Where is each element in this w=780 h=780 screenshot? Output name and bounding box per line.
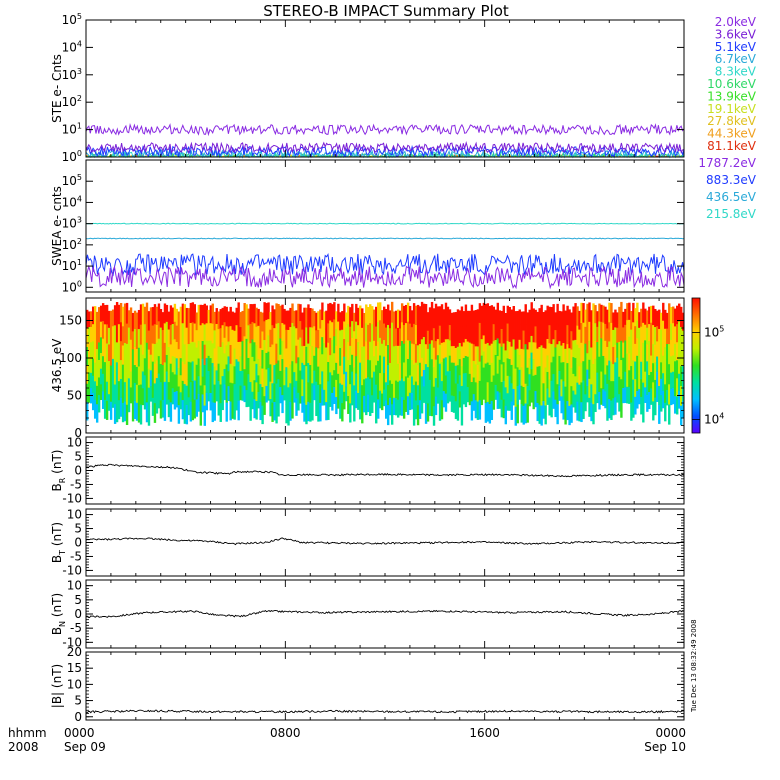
panel-frame xyxy=(85,508,685,577)
y-tick-label: 100 xyxy=(59,351,82,365)
y-tick-label: 104 xyxy=(62,39,82,54)
series-line-br xyxy=(85,463,685,478)
y-tick-label: -5 xyxy=(70,477,82,491)
y-tick-label: -10 xyxy=(62,635,82,649)
timestamp: Tue Dec 13 08:32:49 2008 xyxy=(690,619,698,713)
y-tick-label: 100 xyxy=(62,149,82,164)
x-tick-label: 1600 xyxy=(469,726,500,740)
y-tick-label: 0 xyxy=(74,536,82,550)
y-tick-label: 10 xyxy=(67,677,82,691)
y-tick-label: 5 xyxy=(74,694,82,708)
y-axis-label: BR (nT) xyxy=(50,450,67,492)
series-line-436.5eV xyxy=(85,237,685,240)
y-tick-label: 15 xyxy=(67,661,82,675)
legend-entry: 81.1keV xyxy=(707,139,757,153)
series-line-bmag xyxy=(85,709,685,714)
y-tick-label: 0 xyxy=(74,607,82,621)
panel-frame xyxy=(85,19,685,158)
panel-frame xyxy=(85,436,685,505)
colorbar-tick-label: 105 xyxy=(704,325,724,340)
plot-title: STEREO-B IMPACT Summary Plot xyxy=(263,2,509,20)
legend-entry: 10.6keV xyxy=(707,77,757,91)
legend-entry: 436.5eV xyxy=(706,190,757,204)
colorbar: 104 105 xyxy=(691,297,724,434)
legend-entry: 883.3eV xyxy=(706,173,757,187)
x-axis-label-bottom: 2008 xyxy=(8,740,39,754)
y-axis-label: |B| (nT) xyxy=(50,664,64,708)
panel-frame xyxy=(85,651,685,721)
legend-entry: 8.3keV xyxy=(715,65,757,79)
y-tick-label: 50 xyxy=(67,389,82,403)
y-tick-label: 20 xyxy=(67,645,82,659)
y-axis-label: BT (nT) xyxy=(50,522,67,563)
y-tick-label: 10 xyxy=(67,436,82,450)
y-tick-label: 101 xyxy=(62,122,82,137)
y-tick-label: 102 xyxy=(62,94,82,109)
y-tick-label: 5 xyxy=(74,593,82,607)
y-axis-label: SWEA e- cnts xyxy=(50,186,64,266)
series-line-215.8eV xyxy=(85,222,685,225)
y-tick-label: 103 xyxy=(62,216,82,231)
colorbar-tick-label: 104 xyxy=(704,412,724,427)
x-tick-label: 0800 xyxy=(270,726,301,740)
x-tick-date: Sep 09 xyxy=(64,740,106,754)
y-tick-label: 10 xyxy=(67,508,82,522)
y-tick-label: 0 xyxy=(74,426,82,440)
x-tick-label: 0000 xyxy=(64,726,95,740)
y-axis-label: 436.5 eV xyxy=(50,338,64,393)
y-tick-label: -10 xyxy=(62,563,82,577)
y-tick-label: 104 xyxy=(62,194,82,209)
legend-entry: 27.8keV xyxy=(707,114,757,128)
x-tick-label: 0000 xyxy=(655,726,686,740)
series-line-bn xyxy=(85,609,685,618)
series-line-2.0keV xyxy=(85,122,685,137)
y-tick-label: 102 xyxy=(62,237,82,252)
legend: 2.0keV3.6keV5.1keV6.7keV8.3keV10.6keV13.… xyxy=(698,15,756,221)
y-tick-label: 101 xyxy=(62,258,82,273)
panel-ste: 100 101 102 103 104 105 STE e- Cnts xyxy=(50,12,685,164)
series-line-bt xyxy=(85,537,685,546)
y-axis-label: STE e- Cnts xyxy=(50,54,64,123)
y-tick-label: 0 xyxy=(74,710,82,724)
y-tick-label: -5 xyxy=(70,549,82,563)
y-tick-label: 100 xyxy=(62,279,82,294)
y-tick-label: 10 xyxy=(67,579,82,593)
y-tick-label: 105 xyxy=(62,12,82,27)
y-tick-label: 150 xyxy=(59,314,82,328)
y-tick-label: 5 xyxy=(74,522,82,536)
heatmap-cells xyxy=(86,301,685,426)
legend-entry: 5.1keV xyxy=(715,40,757,54)
series-line-1787.2eV xyxy=(85,264,685,290)
legend-entry: 1787.2eV xyxy=(698,156,756,170)
x-axis-label-top: hhmm xyxy=(8,726,47,740)
legend-entry: 19.1keV xyxy=(707,102,757,116)
legend-entry: 6.7keV xyxy=(715,52,757,66)
panel-bmag: 0 5 10 15 20|B| (nT) xyxy=(50,645,685,724)
y-tick-label: 103 xyxy=(62,67,82,82)
series-line-3.6keV xyxy=(85,140,685,155)
series-line-883.3eV xyxy=(85,253,685,277)
y-tick-label: 5 xyxy=(74,450,82,464)
y-tick-label: 105 xyxy=(62,173,82,188)
legend-entry: 2.0keV xyxy=(715,15,757,29)
y-tick-label: -5 xyxy=(70,621,82,635)
y-tick-label: -10 xyxy=(62,491,82,505)
legend-entry: 13.9keV xyxy=(707,89,757,103)
legend-entry: 44.3keV xyxy=(707,127,757,141)
panel-pad: 104 105 0 50 100 150 436.5 eV xyxy=(50,297,724,440)
legend-entry: 215.8eV xyxy=(706,207,757,221)
y-tick-label: 0 xyxy=(74,464,82,478)
legend-entry: 3.6keV xyxy=(715,27,757,41)
series-line-5.1keV xyxy=(85,144,685,159)
x-tick-date: Sep 10 xyxy=(644,740,686,754)
y-axis-label: BN (nT) xyxy=(50,593,67,635)
